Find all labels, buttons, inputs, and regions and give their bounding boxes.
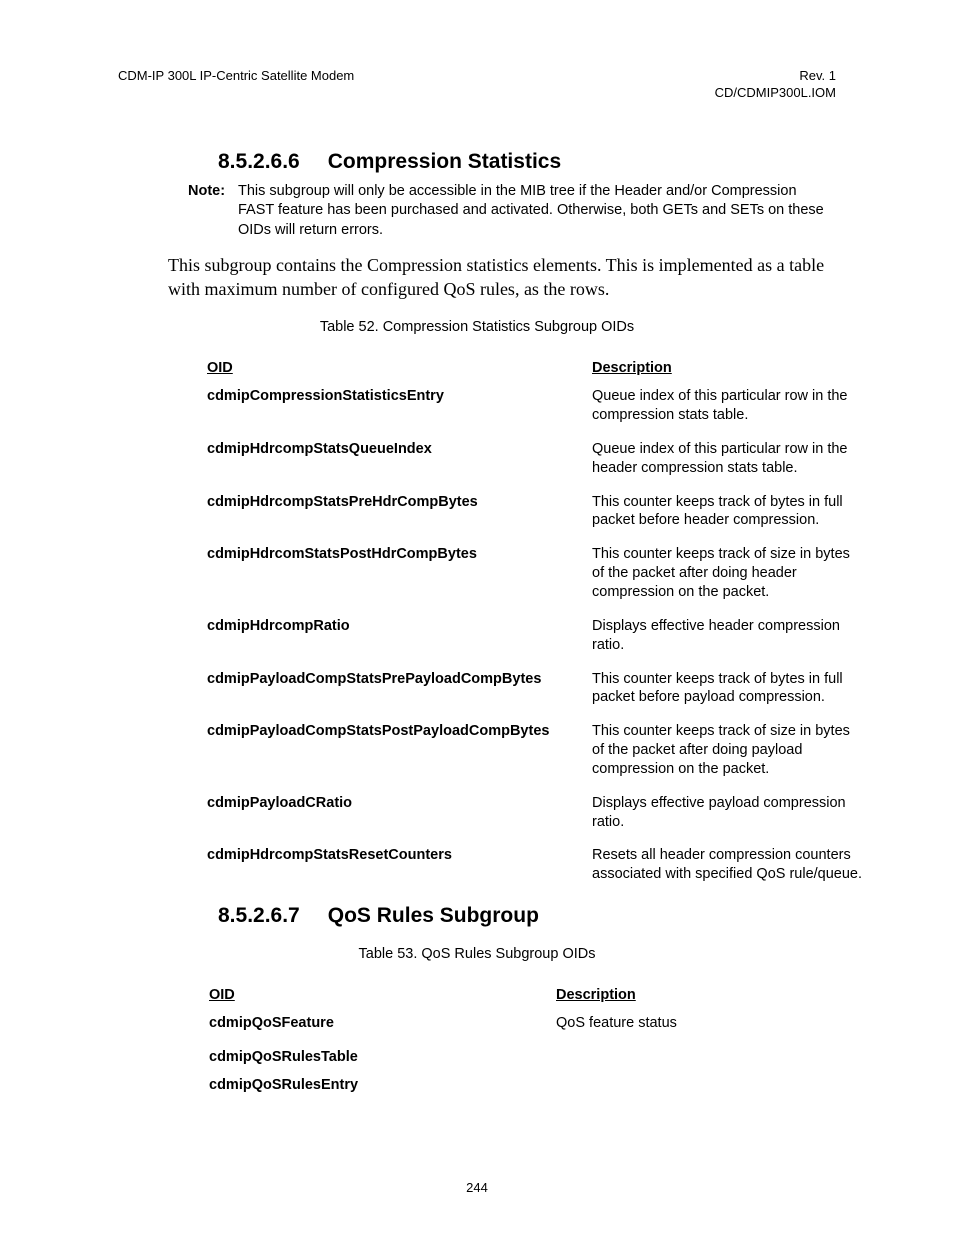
desc-cell: Resets all header compression counters a… (591, 845, 866, 898)
table-caption-52: Table 52. Compression Statistics Subgrou… (118, 319, 836, 335)
oid-cell: cdmipPayloadCompStatsPostPayloadCompByte… (206, 721, 591, 793)
desc-cell: Queue index of this particular row in th… (591, 439, 866, 492)
table-row: cdmipQoSFeatureQoS feature status (208, 1013, 808, 1047)
table-caption-53: Table 53. QoS Rules Subgroup OIDs (118, 946, 836, 962)
desc-cell (555, 1075, 808, 1103)
table-row: cdmipCompressionStatisticsEntryQueue ind… (206, 386, 866, 439)
table-row: cdmipQoSRulesEntry (208, 1075, 808, 1103)
header-right-line1: Rev. 1 (715, 68, 836, 85)
table-row: cdmipHdrcompRatioDisplays effective head… (206, 616, 866, 669)
oid-cell: cdmipQoSFeature (208, 1013, 555, 1047)
col-header-description: Description (591, 359, 866, 386)
desc-cell: QoS feature status (555, 1013, 808, 1047)
oid-table-52: OID Description cdmipCompressionStatisti… (206, 359, 866, 898)
table-header-row: OID Description (206, 359, 866, 386)
header-left: CDM-IP 300L IP-Centric Satellite Modem (118, 68, 354, 102)
section-title: Compression Statistics (328, 150, 561, 173)
table-row: cdmipPayloadCompStatsPrePayloadCompBytes… (206, 669, 866, 722)
oid-cell: cdmipPayloadCompStatsPrePayloadCompBytes (206, 669, 591, 722)
desc-cell: This counter keeps track of bytes in ful… (591, 492, 866, 545)
oid-cell: cdmipPayloadCRatio (206, 793, 591, 846)
section-heading-qos: 8.5.2.6.7 QoS Rules Subgroup (118, 904, 836, 928)
desc-cell: Displays effective header compression ra… (591, 616, 866, 669)
intro-paragraph: This subgroup contains the Compression s… (118, 254, 836, 301)
oid-cell: cdmipHdrcompStatsResetCounters (206, 845, 591, 898)
desc-cell (555, 1047, 808, 1075)
header-right-line2: CD/CDMIP300L.IOM (715, 85, 836, 102)
section-title: QoS Rules Subgroup (328, 904, 539, 927)
note-body: This subgroup will only be accessible in… (238, 182, 836, 241)
note-label: Note: (188, 182, 238, 241)
table-row: cdmipHdrcomStatsPostHdrCompBytesThis cou… (206, 544, 866, 616)
note-block: Note: This subgroup will only be accessi… (118, 182, 836, 241)
section-number: 8.5.2.6.7 (218, 904, 300, 927)
desc-cell: This counter keeps track of size in byte… (591, 721, 866, 793)
table-row: cdmipPayloadCompStatsPostPayloadCompByte… (206, 721, 866, 793)
desc-cell: This counter keeps track of bytes in ful… (591, 669, 866, 722)
table-row: cdmipHdrcompStatsQueueIndexQueue index o… (206, 439, 866, 492)
page-container: CDM-IP 300L IP-Centric Satellite Modem R… (0, 0, 954, 1235)
table-row: cdmipHdrcompStatsResetCountersResets all… (206, 845, 866, 898)
page-number: 244 (0, 1180, 954, 1195)
oid-cell: cdmipHdrcompStatsPreHdrCompBytes (206, 492, 591, 545)
oid-cell: cdmipQoSRulesTable (208, 1047, 555, 1075)
desc-cell: Queue index of this particular row in th… (591, 386, 866, 439)
section-heading-compression: 8.5.2.6.6 Compression Statistics (118, 150, 836, 174)
col-header-oid: OID (206, 359, 591, 386)
oid-cell: cdmipHdrcompRatio (206, 616, 591, 669)
oid-cell: cdmipQoSRulesEntry (208, 1075, 555, 1103)
table-row: cdmipHdrcompStatsPreHdrCompBytesThis cou… (206, 492, 866, 545)
oid-cell: cdmipCompressionStatisticsEntry (206, 386, 591, 439)
header-right: Rev. 1 CD/CDMIP300L.IOM (715, 68, 836, 102)
oid-cell: cdmipHdrcomStatsPostHdrCompBytes (206, 544, 591, 616)
col-header-oid: OID (208, 986, 555, 1013)
section-number: 8.5.2.6.6 (218, 150, 300, 173)
desc-cell: This counter keeps track of size in byte… (591, 544, 866, 616)
table-row: cdmipPayloadCRatioDisplays effective pay… (206, 793, 866, 846)
col-header-description: Description (555, 986, 808, 1013)
oid-table-53: OID Description cdmipQoSFeatureQoS featu… (208, 986, 808, 1103)
table-header-row: OID Description (208, 986, 808, 1013)
table-row: cdmipQoSRulesTable (208, 1047, 808, 1075)
desc-cell: Displays effective payload compression r… (591, 793, 866, 846)
running-header: CDM-IP 300L IP-Centric Satellite Modem R… (118, 68, 836, 102)
oid-cell: cdmipHdrcompStatsQueueIndex (206, 439, 591, 492)
